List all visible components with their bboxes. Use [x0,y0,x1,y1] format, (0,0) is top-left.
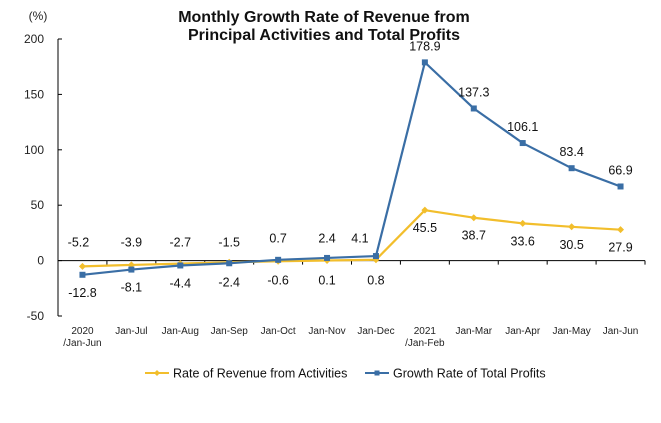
y-tick-label: 100 [24,143,44,157]
profits-point-marker [275,256,282,263]
x-tick-label: /Jan-Feb [405,338,445,349]
profits-data-label: -2.4 [218,276,240,290]
profits-data-label: 83.4 [559,145,583,159]
revenue-data-label: 45.5 [413,221,437,235]
revenue-point-marker [617,226,625,234]
revenue-point-marker [568,223,576,231]
y-tick-label: 50 [31,198,45,212]
revenue-data-label: 27.9 [608,241,632,255]
series-line-profits [82,61,621,276]
profits-point-marker [568,165,575,172]
y-tick-label: 200 [24,32,44,46]
profits-data-label: 2.4 [318,232,335,246]
profits-data-label: 4.1 [351,232,368,246]
legend-label-profits: Growth Rate of Total Profits [393,367,546,381]
chart-title-line-2: Principal Activities and Total Profits [188,27,460,44]
revenue-data-label: 30.5 [559,238,583,252]
x-tick-label: Jan-Jun [603,326,639,337]
y-tick-label: 150 [24,87,44,101]
x-tick-label: 2020 [71,326,94,337]
x-tick-label: Jan-Mar [455,326,492,337]
revenue-point-marker [519,219,527,227]
x-tick-label: 2021 [414,326,437,337]
profits-data-label: 137.3 [458,85,489,99]
profits-point-marker [128,266,135,273]
profits-point-marker [324,254,331,261]
x-tick-label: Jan-Jul [115,326,147,337]
series-line-revenue [82,209,621,268]
x-tick-label: Jan-Sep [211,326,249,337]
revenue-data-label: -0.6 [267,274,289,288]
revenue-data-label: -1.5 [218,236,240,250]
profits-data-label: -8.1 [121,281,143,295]
x-tick-label: Jan-Oct [261,326,296,337]
revenue-point-marker [78,262,86,270]
profits-point-marker [177,262,184,269]
chart-title-line-1: Monthly Growth Rate of Revenue from [178,9,470,26]
profits-point-marker [372,253,379,260]
y-tick-label: -50 [27,309,45,323]
profits-point-marker [79,271,86,278]
profits-point-marker [617,183,624,190]
profits-point-marker [470,105,477,112]
revenue-data-label: 33.6 [511,234,535,248]
revenue-data-label: -2.7 [170,236,192,250]
revenue-point-marker [421,206,429,214]
y-axis-unit-label: (%) [29,9,48,23]
revenue-data-label: 0.8 [367,274,384,288]
x-tick-label: /Jan-Jun [63,338,101,349]
legend-label-revenue: Rate of Revenue from Activities [173,367,347,381]
x-tick-label: Jan-Nov [308,326,345,337]
revenue-data-label: -5.2 [68,236,90,250]
profits-data-label: -12.8 [68,286,97,300]
profits-data-label: 106.1 [507,120,538,134]
revenue-data-label: 0.1 [318,274,335,288]
x-tick-label: Jan-Dec [357,326,394,337]
y-tick-label: 0 [37,254,44,268]
profits-data-label: 0.7 [269,232,286,246]
legend-square-marker [374,370,380,376]
profits-data-label: 178.9 [409,39,440,53]
profits-data-label: 66.9 [608,163,632,177]
legend-diamond-marker [154,370,160,376]
x-tick-label: Jan-May [552,326,590,337]
revenue-data-label: -3.9 [121,236,143,250]
profits-point-marker [226,260,233,267]
profits-data-label: -4.4 [170,276,192,290]
profits-point-marker [519,140,526,147]
revenue-point-marker [470,214,478,222]
revenue-data-label: 38.7 [462,229,486,243]
x-tick-label: Jan-Aug [162,326,199,337]
x-tick-label: Jan-Apr [505,326,541,337]
profits-point-marker [421,59,428,66]
